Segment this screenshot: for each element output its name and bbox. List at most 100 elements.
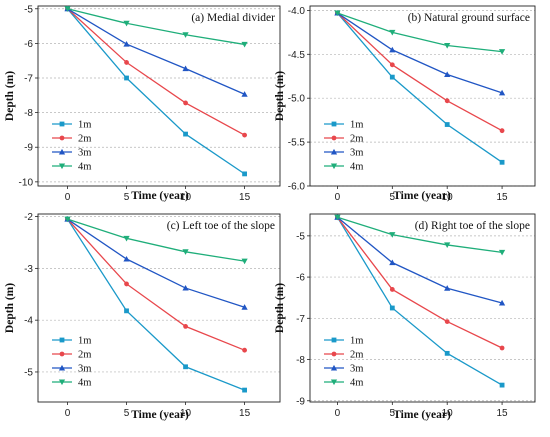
data-point-4m [389, 29, 396, 36]
y-tick-label: -5.5 [288, 138, 306, 149]
data-point-4m [389, 232, 396, 238]
legend-label: 2m [350, 134, 363, 145]
x-tick-label: 0 [335, 408, 341, 419]
legend-item-2m: 2m [52, 134, 91, 145]
data-point-4m [241, 258, 248, 265]
data-point-2m [242, 347, 247, 353]
data-point-1m [183, 131, 188, 137]
x-tick-label: 10 [442, 192, 454, 203]
data-point-2m [183, 100, 188, 106]
legend-marker [59, 121, 65, 127]
data-point-1m [242, 171, 247, 177]
legend-marker [58, 379, 66, 386]
data-point-1m [183, 364, 188, 370]
legend-item-1m: 1m [52, 336, 91, 347]
y-tick-label: -5.0 [288, 94, 306, 105]
data-point-2m [389, 287, 395, 292]
y-tick-label: -5 [296, 231, 305, 242]
y-tick-label: -4 [24, 316, 33, 327]
x-tick-label: 0 [65, 408, 71, 419]
legend-label: 2m [78, 134, 91, 145]
data-point-4m [123, 20, 130, 27]
data-point-3m [241, 91, 248, 97]
series-line-1m [67, 8, 245, 175]
series-line-2m [67, 8, 245, 136]
y-tick-label: -4.0 [288, 6, 306, 17]
data-point-4m [64, 6, 71, 12]
series-line-3m [337, 12, 503, 94]
y-tick-label: -8 [296, 355, 305, 366]
data-point-4m [498, 49, 506, 55]
legend-item-1m: 1m [324, 120, 363, 131]
chart-panel-1: -10 -9 -8 -7 -6 -5 0 5 10 15 Time (year) Depth (m) (… [4, 4, 281, 203]
series-line-4m [337, 12, 503, 53]
plot-frame [309, 213, 536, 403]
legend-item-4m: 4m [52, 162, 91, 173]
x-tick-label: 5 [390, 192, 396, 203]
y-tick-label: -9 [24, 143, 33, 154]
series-line-1m [66, 218, 245, 391]
series-line-4m [67, 8, 245, 46]
chart-panel-3: -5 -4 -3 -2 0 5 10 15 Time (year) Depth (m) (c) Le… [4, 212, 281, 421]
data-point-2m [444, 319, 450, 325]
x-axis-title: Time (year) [393, 409, 451, 421]
legend-label: 4m [78, 162, 91, 173]
data-point-1m [499, 159, 505, 165]
legend-item-2m: 2m [52, 350, 91, 361]
data-point-1m [444, 122, 450, 127]
legend-item-3m: 3m [52, 364, 91, 375]
legend-label: 3m [78, 364, 91, 375]
y-tick-label: -7 [24, 74, 33, 85]
legend-marker [330, 379, 338, 386]
data-point-2m [499, 128, 505, 134]
series-line-4m [337, 216, 503, 253]
legend-label: 4m [350, 378, 363, 389]
legend-marker [331, 351, 337, 357]
data-point-2m [124, 60, 129, 65]
data-point-4m [182, 32, 189, 38]
data-point-2m [124, 281, 129, 287]
data-point-4m [334, 10, 341, 17]
data-point-3m [182, 284, 189, 291]
panel-title: (b) Natural ground surface [408, 12, 530, 24]
legend-item-2m: 2m [324, 134, 363, 145]
data-point-4m [64, 216, 71, 223]
y-tick-label: -5 [24, 4, 33, 15]
series-line-3m [337, 216, 503, 304]
legend-label: 3m [350, 364, 363, 375]
legend-label: 4m [78, 378, 91, 389]
x-tick-label: 5 [124, 192, 130, 203]
legend-marker [331, 337, 337, 343]
x-tick-label: 15 [239, 408, 251, 419]
data-point-3m [389, 259, 396, 266]
x-tick-label: 15 [497, 192, 509, 203]
legend-item-3m: 3m [52, 148, 91, 159]
y-axis-title: Depth (m) [274, 283, 286, 333]
x-tick-label: 10 [180, 408, 192, 419]
data-point-1m [242, 387, 247, 393]
legend-label: 1m [350, 336, 363, 347]
data-point-3m [182, 65, 189, 72]
data-point-4m [123, 235, 130, 242]
data-point-4m [444, 43, 451, 49]
series-line-1m [336, 216, 503, 386]
legend-item-4m: 4m [324, 162, 363, 173]
legend-item-1m: 1m [52, 120, 91, 131]
data-point-1m [499, 382, 505, 388]
legend-label: 3m [350, 148, 363, 159]
series-line-2m [336, 216, 503, 349]
legend-label: 3m [78, 148, 91, 159]
legend-item-4m: 4m [52, 378, 91, 389]
x-axis-title: Time (year) [131, 190, 189, 202]
panel-title: (c) Left toe of the slope [167, 220, 275, 232]
chart-panel-2: -6.0 -5.5 -5.0 -4.5 -4.0 0 5 10 15 Time (year) Dep… [274, 5, 536, 203]
data-point-1m [444, 350, 450, 356]
x-tick-label: 15 [239, 192, 251, 203]
legend-marker [331, 135, 337, 141]
data-point-3m [123, 40, 130, 47]
data-point-2m [242, 132, 247, 138]
y-tick-label: -10 [19, 177, 34, 188]
data-point-1m [124, 308, 129, 314]
data-point-1m [124, 75, 129, 81]
data-point-4m [182, 249, 189, 255]
